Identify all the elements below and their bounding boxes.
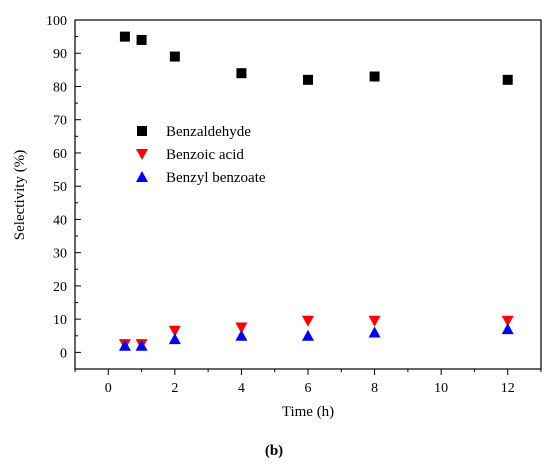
x-tick-label: 10 [434,381,448,396]
x-tick-label: 6 [305,381,312,396]
point-series-1 [303,74,313,85]
legend-marker [136,149,148,160]
y-tick-label: 100 [46,14,67,29]
point-series-2 [168,325,181,337]
y-tick-label: 80 [53,80,67,95]
data-points [118,31,514,351]
legend-marker [137,126,147,136]
point-series-3 [501,323,514,335]
x-tick-label: 12 [501,381,515,396]
figure-caption: (b) [265,443,283,459]
point-series-3 [302,329,314,341]
point-series-1 [119,31,130,42]
x-tick-label: 4 [238,381,245,396]
point-series-1 [369,71,380,82]
y-tick-label: 20 [53,280,67,295]
legend: Benzaldehyde Benzoic acid Benzyl benzoate [136,124,266,186]
y-axis-ticks: 0 10 20 30 40 50 60 70 80 90 100 [46,14,81,370]
point-series-1 [236,68,247,79]
point-series-2 [368,315,381,327]
legend-marker [136,171,148,182]
point-series-1 [136,34,147,45]
y-tick-label: 90 [53,47,67,62]
point-series-3 [368,326,381,338]
y-tick-label: 60 [53,147,67,162]
x-axis-ticks: 0 2 4 6 8 10 12 [74,369,542,396]
y-tick-label: 40 [53,213,67,228]
point-series-3 [235,329,248,341]
y-tick-label: 70 [53,114,67,129]
x-tick-label: 2 [171,381,178,396]
y-tick-label: 30 [53,247,67,262]
legend-label: Benzoic acid [166,147,244,163]
point-series-1 [169,51,180,62]
legend-label: Benzyl benzoate [166,170,266,186]
point-series-2 [501,315,514,327]
y-tick-label: 50 [53,180,67,195]
x-tick-label: 8 [371,381,378,396]
point-series-2 [302,315,314,327]
point-series-2 [235,322,248,334]
x-axis-title: Time (h) [282,404,334,420]
y-tick-label: 10 [53,313,67,328]
x-tick-label: 0 [105,381,112,396]
y-tick-label: 0 [60,346,67,361]
point-series-3 [135,339,148,351]
point-series-3 [168,333,181,345]
point-series-1 [502,74,513,85]
y-axis-title: Selectivity (%) [12,150,28,240]
legend-label: Benzaldehyde [166,124,251,140]
point-series-3 [118,339,131,351]
